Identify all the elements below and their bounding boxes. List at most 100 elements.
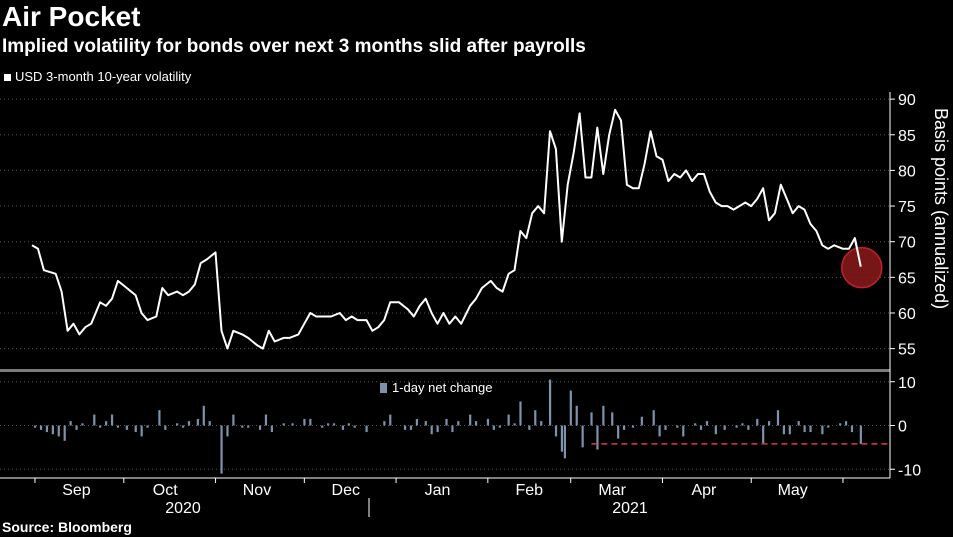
bar bbox=[93, 414, 96, 426]
bar bbox=[241, 425, 244, 428]
bar bbox=[492, 425, 495, 430]
bar bbox=[332, 423, 336, 426]
bar bbox=[430, 425, 433, 435]
y-tick-label: 0 bbox=[898, 419, 907, 436]
bar bbox=[735, 425, 738, 428]
y-tick-label: 75 bbox=[898, 199, 916, 216]
volatility-line bbox=[31, 108, 862, 350]
bar bbox=[247, 425, 250, 428]
bar bbox=[797, 421, 800, 426]
bar bbox=[196, 418, 199, 426]
bar bbox=[714, 425, 717, 435]
bar bbox=[309, 418, 312, 426]
bar bbox=[110, 414, 114, 426]
bar bbox=[563, 425, 566, 459]
bar bbox=[469, 414, 472, 426]
bar bbox=[803, 425, 806, 433]
x-tick-label: Sep bbox=[62, 482, 91, 499]
bar bbox=[409, 425, 413, 430]
bar bbox=[705, 421, 709, 426]
bar bbox=[575, 405, 578, 426]
x-ticks: Sep Oct Nov Dec Jan Feb Mar Apr May 2020 2021 bbox=[34, 478, 844, 517]
bar bbox=[445, 418, 448, 426]
bar bbox=[631, 425, 635, 428]
bar bbox=[202, 405, 205, 426]
bar bbox=[75, 425, 78, 430]
bar bbox=[590, 412, 593, 426]
bar bbox=[827, 425, 830, 428]
bar bbox=[187, 421, 191, 426]
bar bbox=[105, 421, 108, 426]
bar bbox=[116, 425, 120, 428]
y-tick-label: 85 bbox=[898, 128, 916, 145]
highlight-line-segment bbox=[853, 237, 862, 267]
gridlines bbox=[0, 98, 890, 470]
bar bbox=[389, 414, 392, 426]
bar bbox=[513, 423, 516, 426]
bar bbox=[403, 425, 407, 430]
bar bbox=[682, 425, 685, 437]
top-y-ticks: 55 60 65 70 75 80 85 90 bbox=[898, 92, 916, 358]
chart-subtitle: Implied volatility for bonds over next 3… bbox=[2, 36, 586, 57]
bar bbox=[821, 425, 824, 435]
y-axis-label: Basis points (annualized) bbox=[931, 108, 951, 309]
bar bbox=[140, 425, 143, 437]
bar bbox=[347, 423, 350, 426]
bar bbox=[486, 418, 490, 426]
bar bbox=[99, 425, 102, 428]
x-tick-label: Nov bbox=[243, 482, 271, 499]
bar bbox=[498, 425, 501, 428]
bar bbox=[540, 421, 543, 426]
x-tick-label: Jan bbox=[425, 482, 451, 499]
bar bbox=[507, 414, 510, 426]
bar bbox=[164, 425, 167, 430]
bar bbox=[844, 421, 848, 426]
panel-separator bbox=[0, 369, 890, 372]
bar bbox=[581, 425, 584, 448]
bar bbox=[762, 425, 765, 443]
bar bbox=[365, 425, 368, 433]
line-legend-label: USD 3-month 10-year volatility bbox=[15, 69, 192, 84]
bar bbox=[617, 425, 620, 439]
y-tick-label: 60 bbox=[898, 306, 916, 323]
bar bbox=[226, 425, 229, 437]
y-tick-label: 10 bbox=[898, 375, 916, 392]
bar bbox=[34, 425, 37, 428]
y-tick-label: 70 bbox=[898, 235, 916, 252]
y-tick-label: 80 bbox=[898, 163, 916, 180]
x-year-label: 2020 bbox=[165, 500, 201, 517]
bar bbox=[611, 412, 614, 426]
highlight-circle bbox=[841, 246, 883, 289]
volatility-series-line bbox=[31, 108, 862, 350]
bar-legend: 1-day net change bbox=[380, 380, 492, 396]
bar bbox=[809, 425, 812, 433]
bar bbox=[451, 425, 454, 433]
source-note: Source: Bloomberg bbox=[2, 519, 132, 535]
bar bbox=[134, 425, 137, 433]
bar bbox=[232, 414, 235, 426]
bar bbox=[45, 425, 49, 433]
bar bbox=[640, 416, 643, 426]
bar bbox=[569, 390, 572, 426]
bar bbox=[839, 423, 842, 426]
bar bbox=[776, 410, 780, 426]
bar bbox=[554, 425, 558, 437]
bar bbox=[741, 423, 744, 426]
separator-bar bbox=[0, 369, 890, 372]
bar bbox=[282, 423, 285, 426]
line-legend-swatch bbox=[4, 73, 11, 81]
bar bbox=[270, 425, 273, 433]
bar bbox=[560, 425, 564, 452]
bar bbox=[415, 418, 419, 426]
bar bbox=[768, 421, 771, 426]
x-tick-label: Apr bbox=[691, 482, 717, 499]
x-year-label: 2021 bbox=[612, 500, 648, 517]
bar-legend-label: 1-day net change bbox=[392, 380, 493, 395]
bar bbox=[208, 421, 211, 426]
highlight-marker bbox=[841, 237, 883, 289]
bar bbox=[264, 414, 268, 426]
bar bbox=[424, 421, 427, 426]
bar-legend-swatch bbox=[380, 383, 387, 393]
bar bbox=[658, 425, 661, 437]
bar bbox=[181, 425, 185, 428]
